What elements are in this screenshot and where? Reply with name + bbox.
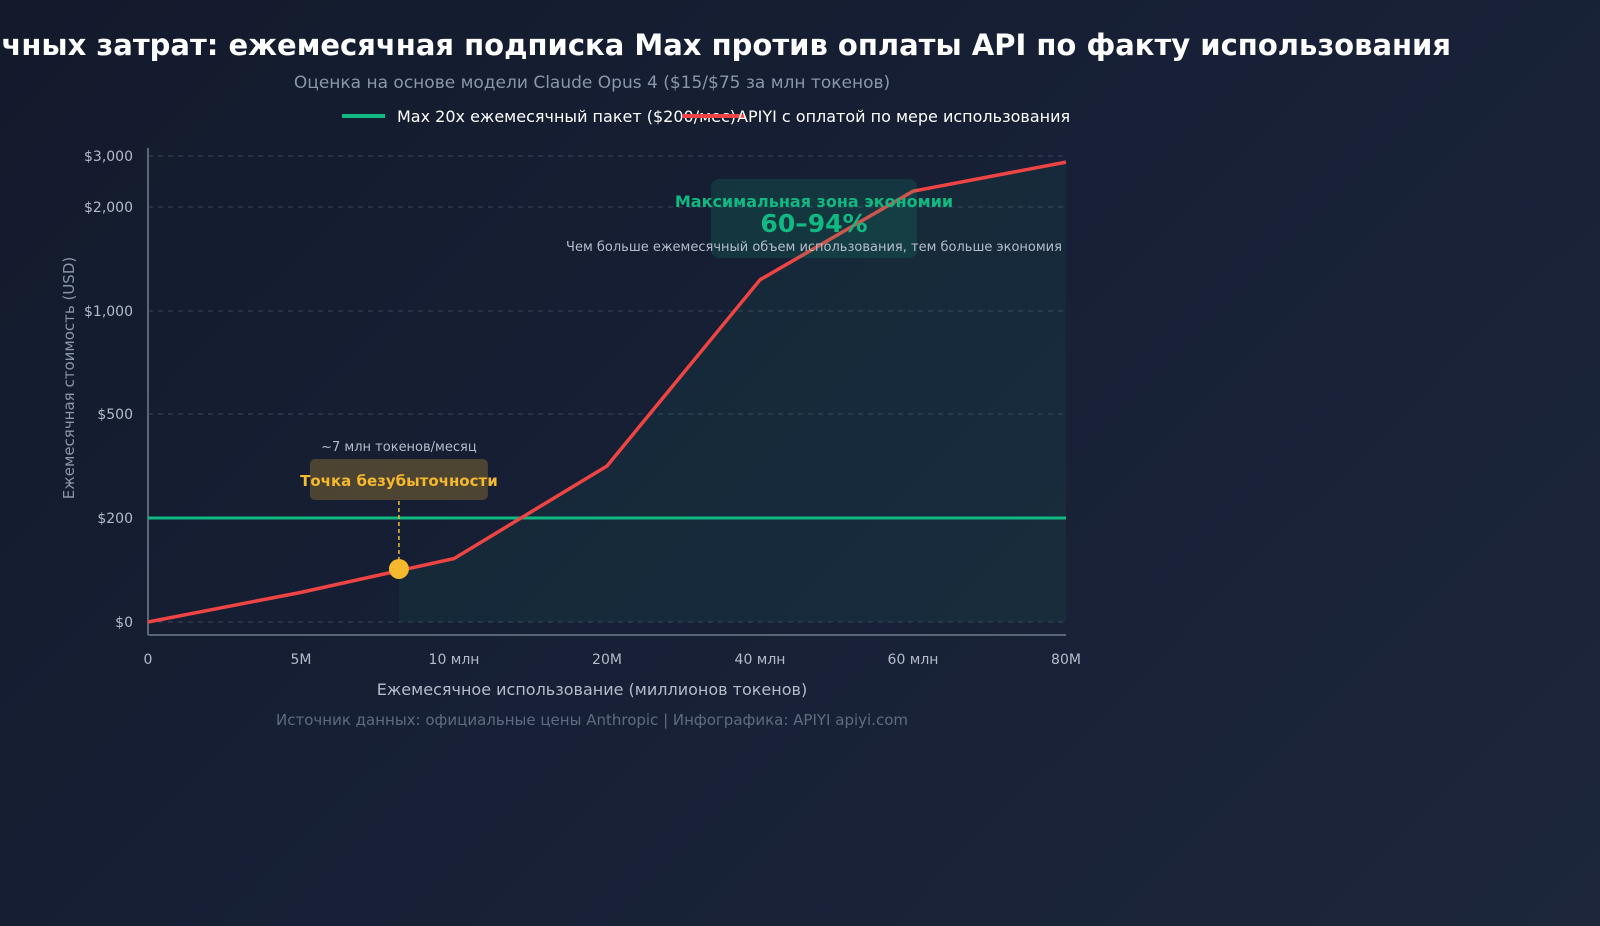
- api-cost-line: [147, 160, 1067, 624]
- legend: Max 20x ежемесячный пакет ($200/мес) API…: [342, 107, 1070, 126]
- savings-title: Максимальная зона экономии: [675, 192, 953, 211]
- y-tick-label: $3,000: [84, 149, 133, 165]
- savings-area: [398, 162, 1066, 622]
- chart-title: Сравнение ежемесячных затрат: ежемесячна…: [0, 28, 1451, 62]
- breakeven-point: [388, 558, 409, 579]
- y-tick-label: $200: [97, 511, 133, 527]
- y-axis-label: Ежемесячная стоимость (USD): [60, 257, 78, 499]
- breakeven-box: [309, 459, 488, 500]
- legend-label-api: APIYI с оплатой по мере использования: [737, 107, 1070, 126]
- x-tick-label: 80M: [1051, 652, 1081, 668]
- savings-box: [711, 179, 917, 258]
- y-tick-label: $500: [97, 407, 133, 423]
- x-tick-label: 20M: [592, 652, 622, 668]
- savings-note: Чем больше ежемесячный объем использован…: [566, 240, 1062, 255]
- x-tick-label: 10 млн: [429, 652, 480, 668]
- breakeven-note: ~7 млн токенов/месяц: [321, 440, 477, 455]
- x-axis-label: Ежемесячное использование (миллионов ток…: [377, 680, 807, 699]
- breakeven-label: Точка безубыточности: [300, 472, 498, 490]
- x-tick-label: 40 млн: [735, 652, 786, 668]
- y-tick-label: $2,000: [84, 200, 133, 216]
- legend-label-max: Max 20x ежемесячный пакет ($200/мес): [397, 107, 736, 126]
- chart-subtitle: Оценка на основе модели Claude Opus 4 ($…: [294, 73, 890, 93]
- x-tick-label: 0: [144, 652, 153, 668]
- savings-value: 60–94%: [760, 209, 867, 238]
- chart-footer: Источник данных: официальные цены Anthro…: [276, 711, 908, 729]
- x-tick-label: 5M: [291, 652, 312, 668]
- y-tick-label: $0: [115, 615, 133, 631]
- y-tick-label: $1,000: [84, 304, 133, 320]
- x-tick-label: 60 млн: [888, 652, 939, 668]
